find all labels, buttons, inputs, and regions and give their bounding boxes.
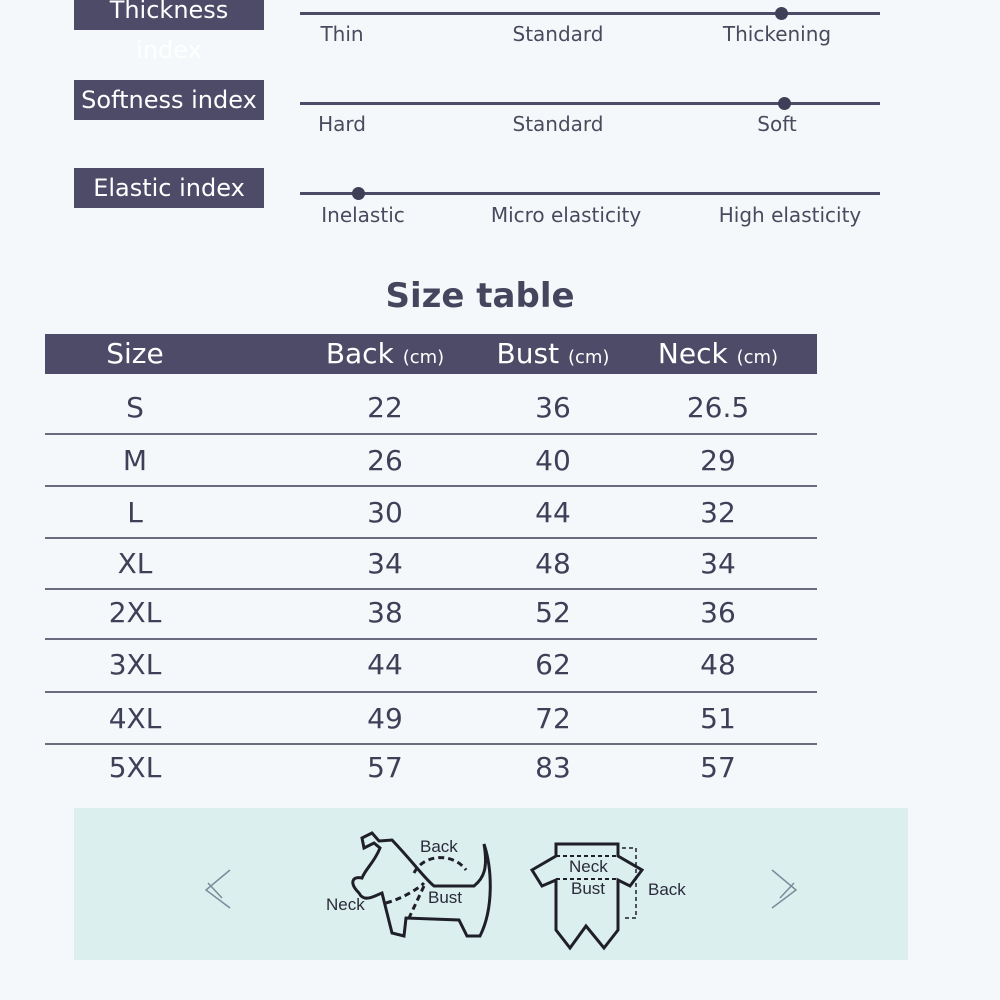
column-header-name: Size <box>106 337 164 370</box>
table-cell: 40 <box>535 444 571 477</box>
column-header: Back (cm) <box>326 334 444 378</box>
table-cell: 3XL <box>108 648 162 681</box>
garment-label-bust: Bust <box>571 879 605 898</box>
row-divider <box>45 588 817 590</box>
index-slider-marker <box>352 187 365 200</box>
table-cell: M <box>122 444 148 477</box>
table-cell: L <box>127 496 143 529</box>
table-cell: 49 <box>367 702 403 735</box>
prev-arrow-icon[interactable] <box>204 869 231 909</box>
table-cell: 26 <box>367 444 403 477</box>
row-divider <box>45 485 817 487</box>
garment-outline-icon <box>529 842 645 951</box>
table-cell: 44 <box>535 496 571 529</box>
row-divider <box>45 743 817 745</box>
table-cell: 57 <box>367 751 403 784</box>
table-cell: 34 <box>700 547 736 580</box>
table-cell: 48 <box>700 648 736 681</box>
table-row: M 26 40 29 <box>45 436 817 486</box>
index-option: Thickening <box>722 22 832 46</box>
table-cell: 62 <box>535 648 571 681</box>
index-option: Hard <box>318 112 366 136</box>
dog-label-bust: Bust <box>428 888 462 907</box>
measurement-diagram-panel: Back Neck Bust Neck Bust Back <box>74 808 908 960</box>
table-row: XL 34 48 34 <box>45 539 817 589</box>
garment-label-neck: Neck <box>569 857 608 876</box>
row-divider <box>45 537 817 539</box>
index-label: Elastic index <box>74 168 264 208</box>
table-cell: 44 <box>367 648 403 681</box>
column-header-name: Bust <box>496 337 560 370</box>
index-slider-track <box>300 7 880 20</box>
table-cell: 34 <box>367 547 403 580</box>
table-row: 3XL 44 62 48 <box>45 640 817 690</box>
table-cell: S <box>126 391 144 424</box>
dog-label-neck: Neck <box>326 895 365 914</box>
column-header: Neck (cm) <box>658 334 778 378</box>
table-cell: 30 <box>367 496 403 529</box>
table-cell: 72 <box>535 702 571 735</box>
dog-outline-icon <box>351 831 492 938</box>
table-cell: 26.5 <box>686 391 750 424</box>
dog-label-back: Back <box>420 837 458 856</box>
column-header-unit: (cm) <box>736 347 779 368</box>
column-header-unit: (cm) <box>402 347 445 368</box>
table-cell: 52 <box>535 596 571 629</box>
size-table-header: Size Back (cm) Bust (cm) Neck (cm) <box>45 334 817 374</box>
table-row: L 30 44 32 <box>45 488 817 538</box>
table-cell: 57 <box>700 751 736 784</box>
size-table-title: Size table <box>385 276 575 316</box>
table-cell: 4XL <box>108 702 162 735</box>
row-divider <box>45 638 817 640</box>
index-slider-marker <box>775 7 789 20</box>
index-label: Thickness index <box>74 0 264 64</box>
garment-label-back: Back <box>648 880 686 899</box>
table-cell: 32 <box>700 496 736 529</box>
index-slider-track <box>300 97 880 110</box>
index-option: Standard <box>512 112 604 136</box>
table-row: 5XL 57 83 57 <box>45 743 817 793</box>
table-cell: 22 <box>367 391 403 424</box>
table-cell: 36 <box>535 391 571 424</box>
table-cell: 29 <box>700 444 736 477</box>
index-option: Inelastic <box>321 203 405 227</box>
index-option: Thin <box>320 22 364 46</box>
table-cell: 36 <box>700 596 736 629</box>
table-cell: 5XL <box>108 751 162 784</box>
table-cell: XL <box>117 547 153 580</box>
index-slider-track <box>300 187 880 200</box>
table-cell: 83 <box>535 751 571 784</box>
index-label: Softness index <box>74 80 264 120</box>
table-cell: 48 <box>535 547 571 580</box>
table-cell: 2XL <box>108 596 162 629</box>
row-divider <box>45 433 817 435</box>
index-option: Micro elasticity <box>490 203 642 227</box>
index-option: High elasticity <box>718 203 862 227</box>
index-slider-marker <box>778 97 792 110</box>
index-option: Standard <box>512 22 604 46</box>
row-divider <box>45 691 817 693</box>
table-cell: 38 <box>367 596 403 629</box>
next-arrow-icon[interactable] <box>771 869 798 909</box>
table-row: 4XL 49 72 51 <box>45 694 817 744</box>
column-header: Size <box>106 334 163 374</box>
index-option: Soft <box>757 112 797 136</box>
table-row: 2XL 38 52 36 <box>45 588 817 638</box>
column-header: Bust (cm) <box>497 334 610 378</box>
table-row: S 22 36 26.5 <box>45 383 817 433</box>
column-header-name: Neck <box>657 337 728 370</box>
column-header-unit: (cm) <box>567 347 610 368</box>
column-header-name: Back <box>325 337 394 370</box>
table-cell: 51 <box>700 702 736 735</box>
